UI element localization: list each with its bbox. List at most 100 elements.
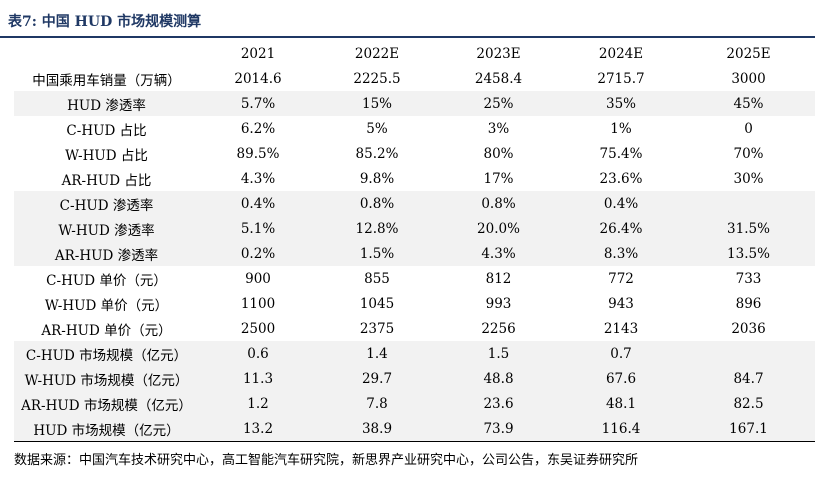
table-cell: 4.3% [437, 241, 560, 266]
table-cell: 1.5% [317, 241, 437, 266]
table-cell: 0.8% [317, 191, 437, 216]
table-cell: 0 [744, 120, 753, 137]
header-cell-2023e: 2023E [476, 46, 521, 62]
table-cell: 1045 [359, 295, 395, 312]
table-cell: 13.2 [199, 416, 317, 442]
row-label: C-HUD 市场规模（亿元） [14, 341, 199, 366]
row-label: W-HUD 渗透率 [14, 216, 199, 241]
row-label: C-HUD 渗透率 [14, 191, 199, 216]
table-row: W-HUD 渗透率 5.1% 12.8% 20.0% 26.4% 31.5% [14, 216, 815, 241]
table-cell: 116.4 [560, 416, 682, 442]
table-cell: 2375 [359, 320, 395, 337]
table-cell: 855 [364, 270, 390, 287]
table-row: AR-HUD 占比 4.3% 9.8% 17% 23.6% 30% [14, 166, 815, 191]
table-cell: 89.5% [236, 145, 280, 162]
table-cell: 1.4 [317, 341, 437, 366]
table-cell: 3000 [731, 70, 766, 87]
table-row: W-HUD 占比 89.5% 85.2% 80% 75.4% 70% [14, 141, 815, 166]
table-cell: 15% [317, 91, 437, 116]
table-cell: 7.8 [317, 391, 437, 416]
table-cell: 20.0% [437, 216, 560, 241]
table-cell: 6.2% [240, 120, 276, 137]
table-cell: 67.6 [560, 366, 682, 391]
table-cell: 23.6% [599, 170, 643, 187]
table-title: 表7: 中国 HUD 市场规模测算 [8, 14, 202, 30]
header-cell-2022e: 2022E [354, 46, 400, 62]
table-row: AR-HUD 单价（元） 2500 2375 2256 2143 2036 [14, 316, 815, 341]
table-cell: 993 [485, 295, 512, 312]
table-row: W-HUD 市场规模（亿元） 11.3 29.7 48.8 67.6 84.7 [14, 366, 815, 391]
table-cell: 35% [560, 91, 682, 116]
table-cell: 0.4% [560, 191, 682, 216]
row-label: HUD 渗透率 [14, 91, 199, 116]
table-cell: 2143 [603, 320, 639, 337]
table-cell: 75.4% [599, 145, 643, 162]
row-label: W-HUD 单价（元） [44, 297, 169, 314]
row-label: C-HUD 单价（元） [46, 272, 167, 289]
title-divider [0, 36, 815, 38]
table-cell: 12.8% [317, 216, 437, 241]
table-cell [682, 341, 815, 366]
table-row: W-HUD 单价（元） 1100 1045 993 943 896 [14, 291, 815, 316]
header-cell-label [14, 42, 199, 66]
table-cell: 812 [485, 270, 512, 287]
table-cell: 23.6 [437, 391, 560, 416]
table-body: 中国乘用车销量（万辆） 2014.6 2225.5 2458.4 2715.7 3000 H… [14, 66, 815, 442]
table-cell: 1.5 [437, 341, 560, 366]
table-cell: 30% [733, 170, 764, 187]
table-cell: 900 [245, 270, 271, 287]
table-cell: 1% [610, 120, 632, 137]
table-row: C-HUD 渗透率 0.4% 0.8% 0.8% 0.4% [14, 191, 815, 216]
table-cell: 5% [366, 120, 388, 137]
table-cell: 9.8% [359, 170, 395, 187]
table-cell: 85.2% [355, 145, 399, 162]
table-cell: 80% [483, 145, 514, 162]
table-cell: 48.8 [437, 366, 560, 391]
table-cell: 38.9 [317, 416, 437, 442]
table-cell: 82.5 [682, 391, 815, 416]
table-cell: 2036 [731, 320, 766, 337]
header-cell-2024e: 2024E [598, 46, 644, 62]
table-cell: 1100 [240, 295, 276, 312]
table-cell: 896 [735, 295, 762, 312]
table-header-row: 2021 2022E 2023E 2024E 2025E [14, 42, 815, 66]
table-cell: 0.4% [199, 191, 317, 216]
table-cell: 733 [735, 270, 762, 287]
row-label: AR-HUD 市场规模（亿元） [14, 391, 199, 416]
table-cell: 45% [682, 91, 815, 116]
table-cell: 167.1 [682, 416, 815, 442]
table-cell: 13.5% [682, 241, 815, 266]
header-cell-2021: 2021 [240, 46, 276, 62]
table-cell: 1.2 [199, 391, 317, 416]
table-cell: 943 [608, 295, 634, 312]
row-label: C-HUD 占比 [66, 122, 147, 139]
table-row: AR-HUD 渗透率 0.2% 1.5% 4.3% 8.3% 13.5% [14, 241, 815, 266]
table-cell: 2715.7 [597, 70, 645, 87]
table-cell: 70% [733, 145, 764, 162]
table-row: HUD 市场规模（亿元） 13.2 38.9 73.9 116.4 167.1 [14, 416, 815, 442]
table-cell: 3% [487, 120, 510, 137]
table-row: 中国乘用车销量（万辆） 2014.6 2225.5 2458.4 2715.7 3000 [14, 66, 815, 91]
table-cell: 0.6 [199, 341, 317, 366]
table-cell: 11.3 [199, 366, 317, 391]
row-label: W-HUD 占比 [65, 147, 148, 164]
table-cell: 0.2% [199, 241, 317, 266]
table-cell: 772 [608, 270, 634, 287]
table-cell: 26.4% [560, 216, 682, 241]
header-cell-2025e: 2025E [726, 46, 771, 62]
table-cell: 73.9 [437, 416, 560, 442]
table-row: C-HUD 占比 6.2% 5% 3% 1% 0 [14, 116, 815, 141]
table-cell: 29.7 [317, 366, 437, 391]
table-cell: 2500 [240, 320, 276, 337]
table-cell: 2225.5 [353, 70, 401, 87]
table-cell: 4.3% [240, 170, 276, 187]
row-label: 中国乘用车销量（万辆） [32, 72, 181, 89]
table-cell: 0.7 [560, 341, 682, 366]
table-row: HUD 渗透率 5.7% 15% 25% 35% 45% [14, 91, 815, 116]
data-source-note: 数据来源：中国汽车技术研究中心，高工智能汽车研究院，新思界产业研究中心，公司公告… [14, 453, 639, 468]
table-cell [682, 191, 815, 216]
table-cell: 17% [483, 170, 514, 187]
table-row: C-HUD 市场规模（亿元） 0.6 1.4 1.5 0.7 [14, 341, 815, 366]
hud-market-table-container: 2021 2022E 2023E 2024E 2025E 中国乘用车销量（万辆）… [14, 42, 815, 442]
row-label: AR-HUD 单价（元） [41, 322, 172, 339]
